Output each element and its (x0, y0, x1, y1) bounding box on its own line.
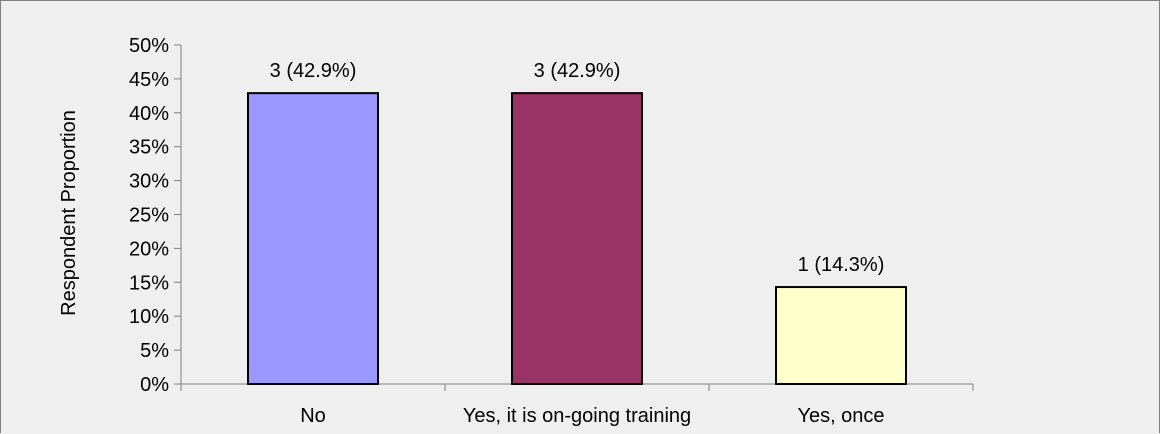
x-category-label: Yes, once (797, 405, 884, 427)
y-axis-title-group: Respondent Proportion (58, 110, 80, 316)
data-label: 3 (42.9%) (534, 60, 621, 82)
y-tick-label: 25% (129, 205, 169, 227)
bars (247, 92, 907, 385)
data-labels: 3 (42.9%) 3 (42.9%) 1 (14.3%) (270, 60, 885, 276)
y-tick-label: 50% (129, 35, 169, 57)
y-tick-label: 5% (140, 340, 169, 362)
y-tick-label: 10% (129, 306, 169, 328)
y-tick-label: 20% (129, 238, 169, 260)
x-category-label: Yes, it is on-going training (463, 405, 691, 427)
data-label: 3 (42.9%) (270, 60, 357, 82)
bar (775, 286, 907, 385)
y-tick-label: 40% (129, 103, 169, 125)
x-labels: No Yes, it is on-going training Yes, once (300, 405, 884, 427)
x-category-label: No (300, 405, 326, 427)
y-tick-label: 35% (129, 137, 169, 159)
y-tick-label: 0% (140, 374, 169, 396)
y-tick-label: 30% (129, 171, 169, 193)
y-ticks: 0% 5% 10% 15% 20% 25% 30% 35% 40% 45% 50% (129, 35, 181, 396)
bar (511, 92, 643, 385)
y-tick-label: 45% (129, 69, 169, 91)
data-label: 1 (14.3%) (798, 254, 885, 276)
y-axis-title: Respondent Proportion (58, 110, 80, 316)
bar (247, 92, 379, 385)
y-tick-label: 15% (129, 272, 169, 294)
